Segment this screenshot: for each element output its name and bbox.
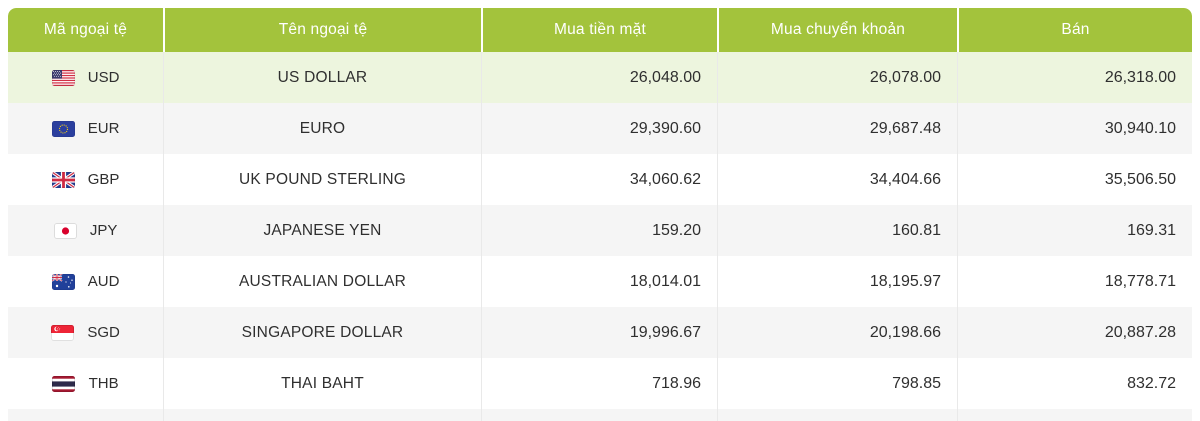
cash-buy-rate: 159.20	[481, 205, 717, 256]
th-flag-icon	[52, 375, 76, 392]
transfer-buy-rate: 160.81	[717, 205, 957, 256]
exchange-rate-table: Mã ngoại tệ Tên ngoại tệ Mua tiền mặt Mu…	[8, 8, 1192, 421]
table-header-row: Mã ngoại tệ Tên ngoại tệ Mua tiền mặt Mu…	[8, 8, 1192, 52]
currency-name: SINGAPORE DOLLAR	[163, 307, 481, 358]
table-row-partial	[8, 409, 1192, 421]
sell-rate: 832.72	[957, 358, 1192, 409]
currency-code: USD	[87, 69, 120, 87]
transfer-buy-rate: 34,404.66	[717, 154, 957, 205]
transfer-buy-rate: 29,687.48	[717, 103, 957, 154]
table-row-usd: USD US DOLLAR 26,048.00 26,078.00 26,318…	[8, 52, 1192, 103]
eu-flag-icon	[51, 120, 75, 137]
cash-buy-rate: 26,048.00	[481, 52, 717, 103]
currency-code: THB	[88, 375, 119, 393]
cash-buy-rate: 34,060.62	[481, 154, 717, 205]
jp-flag-icon	[53, 222, 77, 239]
table-row-thb: THB THAI BAHT 718.96 798.85 832.72	[8, 358, 1192, 409]
currency-code: EUR	[87, 120, 120, 138]
transfer-buy-rate: 18,195.97	[717, 256, 957, 307]
us-flag-icon	[51, 69, 75, 86]
sell-rate: 20,887.28	[957, 307, 1192, 358]
currency-code: AUD	[87, 273, 120, 291]
cash-buy-rate: 718.96	[481, 358, 717, 409]
cash-buy-rate: 18,014.01	[481, 256, 717, 307]
column-header-currency-name: Tên ngoại tệ	[163, 8, 481, 52]
sell-rate: 35,506.50	[957, 154, 1192, 205]
sell-rate: 26,318.00	[957, 52, 1192, 103]
column-header-sell: Bán	[957, 8, 1192, 52]
transfer-buy-rate: 20,198.66	[717, 307, 957, 358]
currency-name: EURO	[163, 103, 481, 154]
table-row-jpy: JPY JAPANESE YEN 159.20 160.81 169.31	[8, 205, 1192, 256]
currency-name: UK POUND STERLING	[163, 154, 481, 205]
currency-name: THAI BAHT	[163, 358, 481, 409]
cash-buy-rate: 29,390.60	[481, 103, 717, 154]
column-header-cash-buy: Mua tiền mặt	[481, 8, 717, 52]
table-row-aud: AUD AUSTRALIAN DOLLAR 18,014.01 18,195.9…	[8, 256, 1192, 307]
au-flag-icon	[51, 273, 75, 290]
currency-code: GBP	[87, 171, 120, 189]
gb-flag-icon	[51, 171, 75, 188]
column-header-currency-code: Mã ngoại tệ	[8, 8, 163, 52]
transfer-buy-rate: 26,078.00	[717, 52, 957, 103]
currency-name: JAPANESE YEN	[163, 205, 481, 256]
sell-rate: 30,940.10	[957, 103, 1192, 154]
currency-code: SGD	[87, 324, 120, 342]
table-row-eur: EUR EURO 29,390.60 29,687.48 30,940.10	[8, 103, 1192, 154]
column-header-transfer-buy: Mua chuyển khoản	[717, 8, 957, 52]
cash-buy-rate: 19,996.67	[481, 307, 717, 358]
currency-name: US DOLLAR	[163, 52, 481, 103]
transfer-buy-rate: 798.85	[717, 358, 957, 409]
table-row-gbp: GBP UK POUND STERLING 34,060.62 34,404.6…	[8, 154, 1192, 205]
currency-name: AUSTRALIAN DOLLAR	[163, 256, 481, 307]
sg-flag-icon	[51, 324, 75, 341]
table-row-sgd: SGD SINGAPORE DOLLAR 19,996.67 20,198.66…	[8, 307, 1192, 358]
sell-rate: 18,778.71	[957, 256, 1192, 307]
sell-rate: 169.31	[957, 205, 1192, 256]
currency-code: JPY	[89, 222, 118, 240]
fx-rate-table: Mã ngoại tệ Tên ngoại tệ Mua tiền mặt Mu…	[8, 8, 1192, 421]
